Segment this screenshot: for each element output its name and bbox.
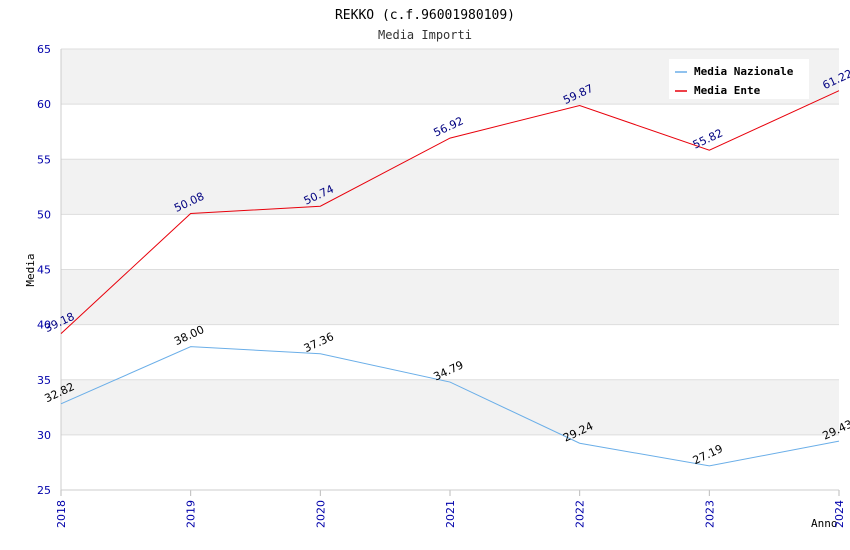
x-tick-label: 2020 [314, 500, 327, 528]
axes [60, 49, 840, 496]
y-tick-label: 30 [37, 429, 51, 442]
x-tick-label: 2019 [185, 500, 198, 528]
plot-band [61, 434, 839, 490]
x-tick-label: 2018 [55, 500, 68, 528]
x-tick-label: 2024 [833, 500, 846, 528]
plot-band [61, 379, 839, 435]
y-tick-labels: 25 30 35 40 45 50 55 60 65 [37, 43, 51, 497]
y-tick-label: 55 [37, 153, 51, 166]
legend-box [669, 59, 809, 99]
series-line-media-ente [60, 90, 840, 335]
y-tick-label: 35 [37, 374, 51, 387]
x-tick-label: 2023 [703, 500, 716, 528]
y-tick-label: 50 [37, 208, 51, 221]
y-tick-label: 25 [37, 484, 51, 497]
x-axis-label: Anno [811, 517, 838, 530]
plot-band [61, 269, 839, 325]
plot-band [61, 214, 839, 270]
legend-label-media-nazionale: Media Nazionale [694, 65, 794, 78]
y-tick-label: 60 [37, 98, 51, 111]
y-axis-label: Media [24, 253, 37, 286]
series-line-media-nazionale [60, 346, 840, 467]
legend: Media Nazionale Media Ente [669, 59, 809, 99]
chart-subtitle: Media Importi [378, 28, 472, 42]
y-tick-label: 65 [37, 43, 51, 56]
legend-label-media-ente: Media Ente [694, 84, 761, 97]
y-tick-label: 40 [37, 319, 51, 332]
x-tick-label: 2022 [574, 500, 587, 528]
plot-band [61, 324, 839, 380]
chart-title: REKKO (c.f.96001980109) [335, 8, 515, 23]
x-tick-labels: 2018 2019 2020 2021 2022 2023 2024 [55, 500, 846, 528]
series-lines [60, 90, 840, 467]
plot-bands [61, 49, 839, 490]
x-tick-label: 2021 [444, 500, 457, 528]
plot-band [61, 159, 839, 215]
y-tick-label: 45 [37, 264, 51, 277]
